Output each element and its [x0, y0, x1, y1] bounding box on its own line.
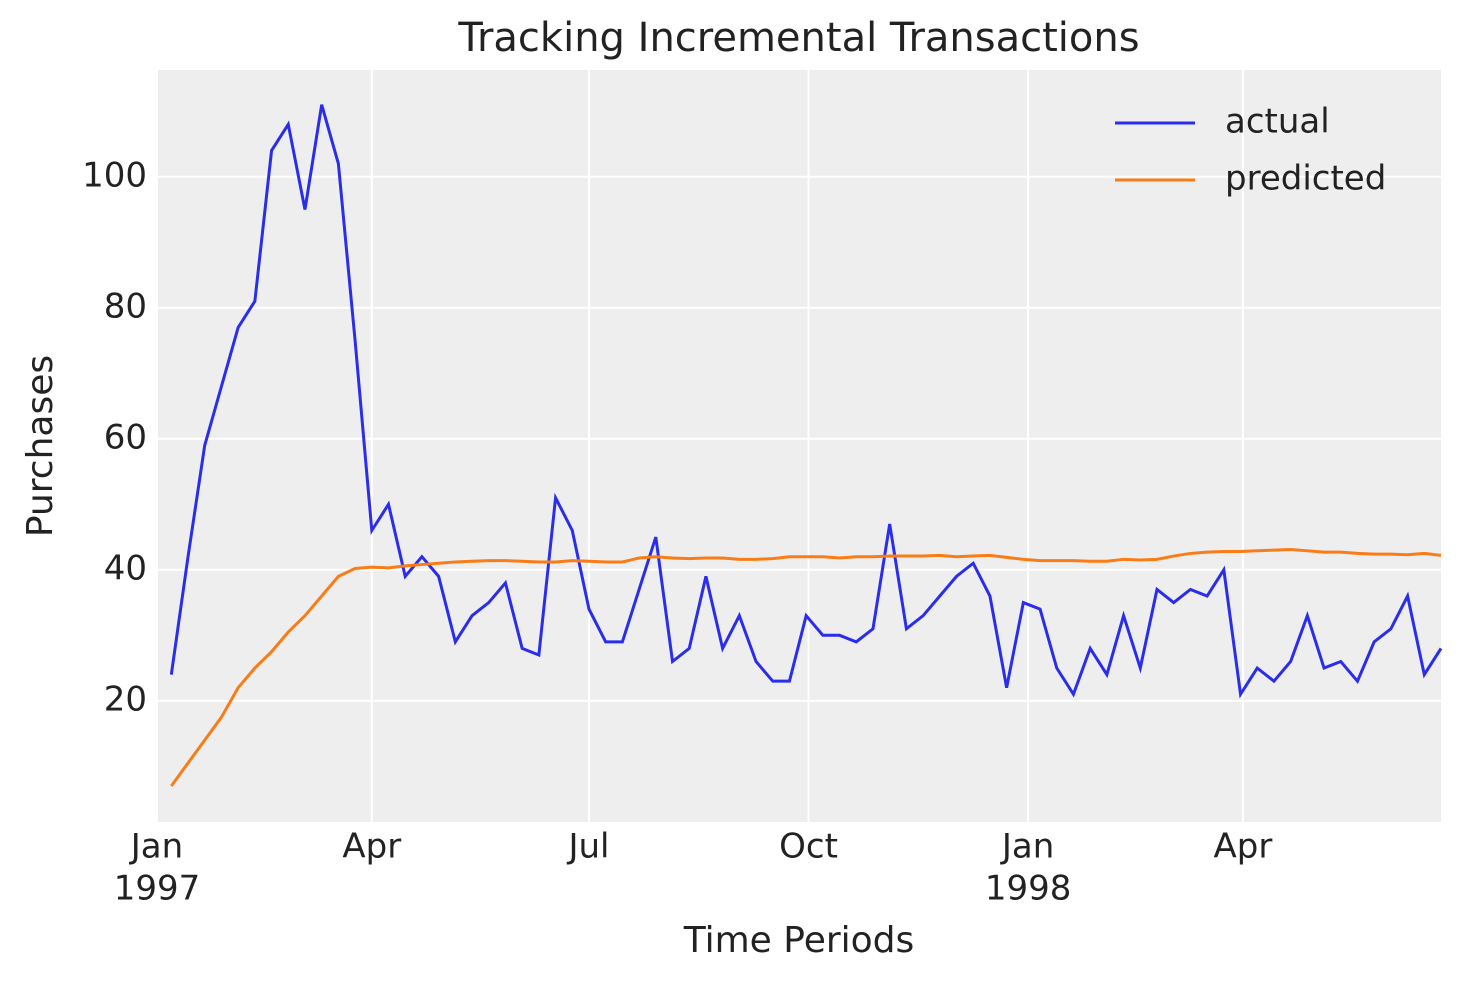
x-tick-label: Jan [129, 827, 183, 867]
y-axis-label: Purchases [20, 355, 61, 537]
x-axis-label: Time Periods [683, 920, 915, 961]
x-tick-label: Apr [342, 827, 401, 867]
series-line [170, 547, 1442, 787]
x-tick-label: Jan [1000, 827, 1054, 867]
series-line [169, 104, 1443, 699]
chart-title: Tracking Incremental Transactions [457, 15, 1139, 61]
y-tick-label: 20 [104, 679, 147, 719]
y-tick-label: 80 [104, 286, 147, 326]
x-tick-sublabel: 1997 [114, 869, 201, 909]
y-tick-label: 100 [82, 155, 147, 195]
y-tick-label: 60 [104, 417, 147, 457]
x-tick-label: Oct [779, 827, 838, 867]
x-tick-sublabel: 1998 [985, 869, 1072, 909]
legend: actual predicted [1115, 102, 1386, 199]
y-tick-label: 40 [104, 548, 147, 588]
grid [156, 70, 1441, 822]
legend-label: actual [1225, 102, 1330, 142]
x-tick-label: Jul [566, 827, 609, 867]
x-tick-label: Apr [1213, 827, 1272, 867]
lines [169, 104, 1443, 787]
legend-label: predicted [1225, 159, 1386, 199]
